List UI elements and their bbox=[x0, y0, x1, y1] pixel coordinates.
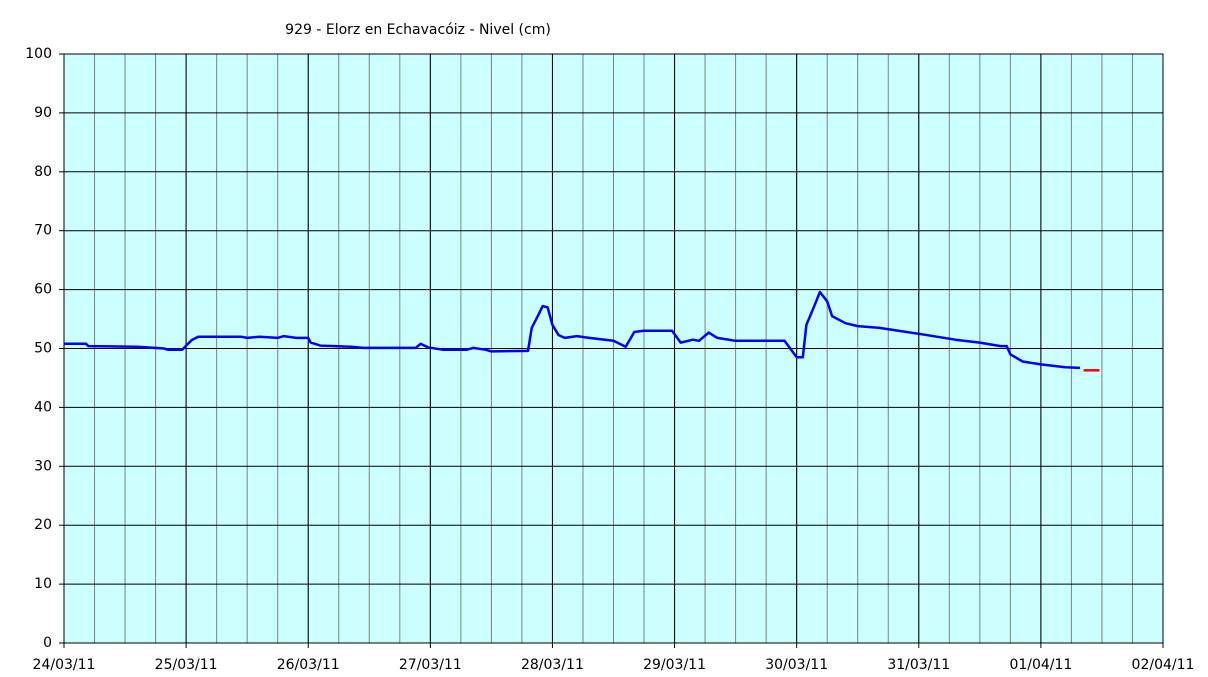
y-tick-label: 70 bbox=[34, 223, 52, 239]
y-tick-label: 20 bbox=[34, 517, 52, 533]
x-tick-label: 28/03/11 bbox=[521, 657, 584, 673]
x-tick-label: 30/03/11 bbox=[765, 657, 828, 673]
chart-title: 929 - Elorz en Echavacóiz - Nivel (cm) bbox=[285, 22, 551, 38]
x-tick-label: 01/04/11 bbox=[1009, 657, 1072, 673]
y-tick-label: 40 bbox=[34, 399, 52, 415]
x-tick-label: 24/03/11 bbox=[33, 657, 96, 673]
y-tick-label: 10 bbox=[34, 576, 52, 592]
y-tick-label: 50 bbox=[34, 341, 52, 357]
x-tick-label: 26/03/11 bbox=[277, 657, 340, 673]
x-tick-label: 31/03/11 bbox=[887, 657, 950, 673]
x-tick-label: 25/03/11 bbox=[155, 657, 218, 673]
y-tick-label: 0 bbox=[43, 635, 52, 651]
y-tick-label: 30 bbox=[34, 458, 52, 474]
y-tick-label: 60 bbox=[34, 282, 52, 298]
x-tick-label: 02/04/11 bbox=[1132, 657, 1195, 673]
y-tick-label: 90 bbox=[34, 105, 52, 121]
x-tick-label: 29/03/11 bbox=[643, 657, 706, 673]
plot-border bbox=[63, 53, 1164, 644]
y-tick-label: 100 bbox=[25, 46, 52, 62]
y-tick-label: 80 bbox=[34, 164, 52, 180]
x-tick-label: 27/03/11 bbox=[399, 657, 462, 673]
data-line bbox=[64, 290, 1081, 370]
